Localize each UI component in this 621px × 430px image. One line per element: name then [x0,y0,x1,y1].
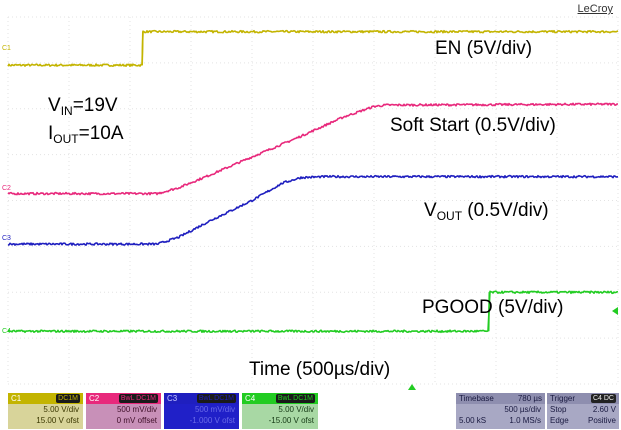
channel-offset: 15.00 V ofst [36,416,79,425]
channel-panel-c4[interactable]: C4 BwL DC1M 5.00 V/div -15.00 V ofst [242,393,318,429]
channel-name: C2 [89,394,100,403]
coupling-badge: BwL DC1M [196,394,236,403]
trigger-level: 2.60 V [592,405,616,414]
channel-panel-c2[interactable]: C2 BwL DC1M 500 mV/div 0 mV offset [86,393,161,429]
vout-label: VOUT (0.5V/div) [424,200,549,223]
trigger-panel[interactable]: Trigger C4 DC Stop 2.60 V Edge Positive [547,393,619,429]
iout-annotation: IOUT=10A [48,123,124,146]
trigger-title: Trigger [550,394,576,403]
channel-name: C4 [245,394,256,403]
trigger-markers [408,307,618,390]
channel-marker-c3: C3 [2,235,11,242]
pgood-label: PGOOD (5V/div) [422,297,564,318]
channel-panel-c3[interactable]: C3 BwL DC1M 500 mV/div -1.000 V ofst [164,393,239,429]
coupling-badge: BwL DC1M [118,394,158,403]
channel-offset: 0 mV offset [116,416,157,425]
channel-marker-c1: C1 [2,45,11,52]
channel-name: C3 [167,394,178,403]
channel-panel-c1[interactable]: C1 DC1M 5.00 V/div 15.00 V ofst [8,393,83,429]
trigger-type: Edge [550,416,569,425]
en-trace-edge [141,31,144,66]
trigger-level-marker [612,307,618,315]
timebase-title: Timebase [459,394,494,403]
channel-offset: -1.000 V ofst [189,416,235,425]
trigger-slope: Positive [587,416,616,425]
grid [7,16,619,385]
channel-scale: 5.00 V/div [43,405,79,414]
brand-logo: LeCroy [577,3,613,15]
channel-scale: 500 mV/div [116,405,157,414]
channel-name: C1 [11,394,22,403]
channel-scale: 5.00 V/div [278,405,314,414]
trigger-source-badge: C4 DC [590,394,616,403]
timebase-panel[interactable]: Timebase 780 µs 500 µs/div 5.00 kS 1.0 MS/… [456,393,545,429]
timebase-per-div: 500 µs/div [504,405,541,414]
en-label: EN (5V/div) [435,38,533,59]
vin-annotation: VIN=19V [48,95,118,118]
pgood-trace-edge [487,292,491,332]
soft-start-trace [7,102,618,196]
trigger-time-marker [408,384,416,390]
channel-scale: 500 mV/div [194,405,235,414]
waveform-traces [7,29,619,334]
timebase-delay: 780 µs [517,394,542,403]
coupling-badge: DC1M [56,394,80,403]
channel-marker-c2: C2 [2,185,11,192]
en-trace [7,29,619,67]
soft-start-label: Soft Start (0.5V/div) [390,115,556,136]
coupling-badge: BwL DC1M [275,394,315,403]
channel-offset: -15.00 V ofst [268,416,314,425]
channel-marker-c4: C4 [2,328,11,335]
timebase-rate: 1.0 MS/s [509,416,541,425]
time-axis-label: Time (500µs/div) [249,359,391,380]
trigger-mode: Stop [550,405,567,414]
vout-trace [7,174,619,246]
timebase-samples: 5.00 kS [459,416,487,425]
pgood-trace [7,290,619,334]
